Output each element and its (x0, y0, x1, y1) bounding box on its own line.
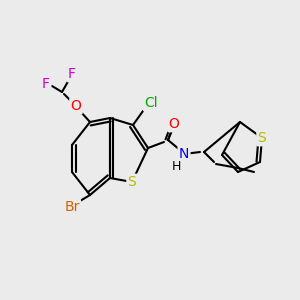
Text: O: O (169, 117, 179, 131)
Text: F: F (42, 77, 50, 91)
Text: N: N (179, 147, 189, 161)
Text: S: S (128, 175, 136, 189)
Text: F: F (68, 67, 76, 81)
Text: Br: Br (64, 200, 80, 214)
Text: Cl: Cl (144, 96, 158, 110)
Text: H: H (171, 160, 181, 172)
Text: O: O (70, 99, 81, 113)
Text: S: S (258, 131, 266, 145)
